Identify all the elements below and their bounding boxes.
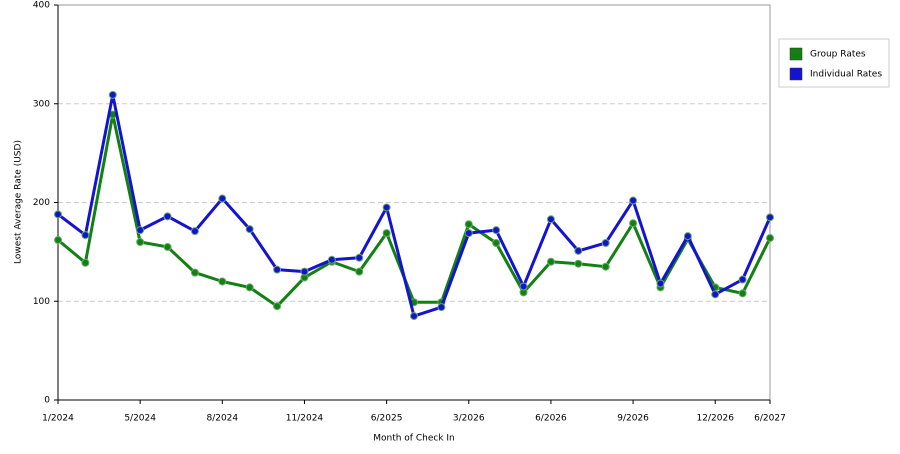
- legend-label: Group Rates: [810, 50, 866, 60]
- data-point: [629, 219, 638, 228]
- y-tick-label: 300: [33, 99, 50, 109]
- data-point: [218, 277, 227, 286]
- data-point: [136, 238, 145, 246]
- data-point: [273, 265, 282, 274]
- data-point: [629, 196, 638, 205]
- x-tick-label: 1/2024: [42, 414, 74, 424]
- data-point: [683, 232, 692, 241]
- data-point: [601, 262, 610, 271]
- data-point: [519, 282, 528, 291]
- x-tick-label: 8/2024: [206, 414, 238, 424]
- legend-swatch: [789, 67, 803, 81]
- data-point: [574, 246, 583, 255]
- data-point: [492, 238, 501, 247]
- data-point: [54, 210, 62, 219]
- data-point: [766, 213, 774, 222]
- data-point: [54, 236, 62, 245]
- legend-label: Individual Rates: [810, 70, 882, 80]
- data-point: [382, 203, 391, 212]
- data-point: [464, 229, 473, 238]
- y-axis-label: Lowest Average Rate (USD): [14, 140, 24, 264]
- x-tick-label: 6/2027: [754, 414, 786, 424]
- data-point: [355, 253, 364, 262]
- data-point: [546, 257, 555, 266]
- data-point: [738, 275, 747, 284]
- data-point: [574, 259, 583, 268]
- x-tick-label: 11/2024: [286, 414, 324, 424]
- x-tick-label: 12/2026: [697, 414, 735, 424]
- data-point: [245, 283, 254, 292]
- data-point: [108, 90, 117, 99]
- data-point: [163, 212, 172, 221]
- data-point: [437, 303, 446, 312]
- data-point: [81, 258, 90, 267]
- x-axis-label: Month of Check In: [373, 434, 455, 444]
- y-tick-label: 200: [33, 198, 50, 208]
- data-point: [273, 302, 282, 311]
- data-point: [218, 194, 227, 203]
- y-tick-label: 0: [44, 396, 50, 406]
- data-point: [546, 215, 555, 224]
- data-point: [300, 267, 309, 276]
- data-point: [136, 226, 145, 235]
- data-point: [245, 225, 254, 234]
- data-point: [410, 312, 418, 321]
- x-tick-label: 6/2025: [371, 414, 403, 424]
- x-tick-label: 9/2026: [617, 414, 649, 424]
- data-point: [656, 279, 665, 288]
- data-point: [327, 255, 336, 264]
- data-point: [464, 220, 473, 229]
- data-point: [711, 290, 720, 299]
- data-point: [163, 242, 172, 251]
- data-point: [190, 268, 199, 277]
- data-point: [492, 226, 501, 235]
- data-point: [601, 238, 610, 247]
- data-point: [190, 227, 199, 236]
- data-point: [382, 229, 391, 238]
- legend-swatch: [789, 47, 803, 61]
- x-tick-label: 6/2026: [535, 414, 567, 424]
- data-point: [81, 231, 90, 240]
- y-tick-label: 400: [33, 1, 50, 11]
- x-tick-label: 3/2026: [453, 414, 485, 424]
- y-tick-label: 100: [33, 297, 50, 307]
- data-point: [355, 267, 364, 276]
- data-point: [738, 289, 747, 298]
- data-point: [766, 234, 774, 243]
- x-tick-label: 5/2024: [124, 414, 156, 424]
